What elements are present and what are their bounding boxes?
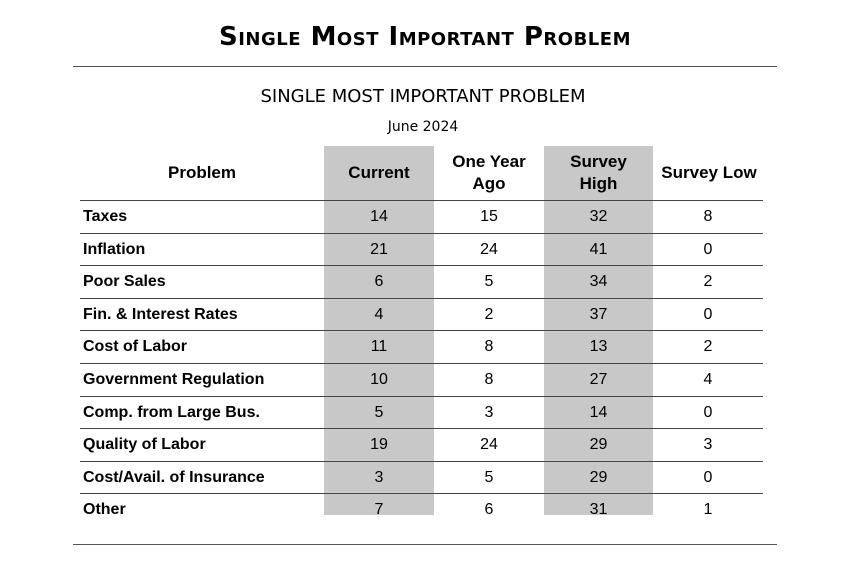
cell-current: 21: [370, 240, 388, 258]
table-row: Fin. & Interest Rates 4 2 37 0: [80, 297, 763, 331]
cell-current: 14: [370, 208, 388, 225]
table-row: Other 7 6 31 1: [80, 493, 763, 526]
cell-high: 32: [589, 208, 608, 225]
cell-ago: 8: [484, 370, 494, 388]
cell-problem: Other: [83, 501, 126, 519]
table-date: June 2024: [387, 119, 459, 135]
cell-problem: Comp. from Large Bus.: [83, 403, 260, 421]
cell-ago: 3: [484, 403, 494, 421]
cell-low: 0: [703, 403, 713, 421]
cell-high: 37: [589, 305, 608, 323]
cell-high: 13: [589, 338, 608, 356]
cell-problem: Inflation: [83, 240, 146, 258]
cell-low: 0: [703, 468, 713, 486]
bottom-divider: [73, 544, 777, 545]
header-survey-low: Survey Low: [661, 163, 757, 182]
cell-low: 2: [703, 338, 713, 356]
cell-ago: 8: [484, 338, 494, 356]
cell-high: 29: [589, 436, 608, 454]
cell-low: 0: [703, 305, 713, 323]
cell-problem: Cost/Avail. of Insurance: [83, 468, 265, 486]
table-row: Quality of Labor 19 24 29 3: [80, 428, 763, 461]
header-problem: Problem: [167, 163, 237, 182]
table-row: Taxes 14 15 32 8: [80, 200, 763, 233]
cell-current: 5: [374, 403, 384, 421]
cell-ago: 5: [484, 273, 494, 291]
page-heading: Single Most Important Problem: [218, 22, 631, 52]
cell-problem: Government Regulation: [83, 370, 265, 388]
cell-current: 10: [370, 370, 388, 388]
cell-current: 19: [370, 436, 388, 454]
header-one-year-ago-line1: One Year: [452, 152, 526, 171]
cell-high: 34: [589, 273, 608, 291]
table-row: Poor Sales 6 5 34 2: [80, 265, 763, 298]
table-row: Cost/Avail. of Insurance 3 5 29 0: [80, 460, 763, 494]
cell-ago: 24: [480, 240, 498, 258]
table-title: SINGLE MOST IMPORTANT PROBLEM: [260, 86, 586, 107]
cell-current: 7: [374, 501, 384, 519]
cell-problem: Fin. & Interest Rates: [83, 305, 238, 323]
cell-high: 31: [589, 501, 608, 519]
table-body: Taxes 14 15 32 8 Inflation 21 24 41 0 Poor Sales 6 5…: [80, 200, 763, 526]
cell-high: 29: [589, 468, 608, 486]
cell-ago: 24: [480, 436, 498, 454]
cell-low: 0: [703, 240, 713, 258]
cell-ago: 2: [484, 305, 494, 323]
top-divider: [73, 66, 777, 67]
cell-ago: 6: [484, 501, 494, 519]
cell-current: 11: [370, 338, 388, 356]
header-one-year-ago-line2: Ago: [472, 174, 506, 193]
header-one-year-ago: One Year Ago: [434, 146, 544, 200]
table-row: Cost of Labor 11 8 13 2: [80, 330, 763, 363]
table-row: Government Regulation 10 8 27 4: [80, 362, 763, 396]
header-current: Current: [348, 163, 410, 182]
cell-high: 41: [589, 240, 608, 258]
cell-current: 3: [374, 468, 384, 486]
cell-current: 6: [374, 273, 384, 291]
cell-high: 14: [589, 403, 608, 421]
table-row: Inflation 21 24 41 0: [80, 232, 763, 266]
cell-problem: Poor Sales: [83, 273, 166, 291]
cell-high: 27: [589, 370, 608, 388]
cell-low: 3: [703, 436, 713, 454]
cell-problem: Quality of Labor: [83, 436, 206, 454]
header-survey-high: Survey High: [544, 146, 653, 200]
cell-low: 4: [703, 370, 713, 388]
cell-current: 4: [374, 305, 384, 323]
table-row: Comp. from Large Bus. 5 3 14 0: [80, 395, 763, 429]
header-survey-high-line1: Survey: [570, 152, 627, 171]
cell-problem: Cost of Labor: [83, 338, 187, 356]
header-survey-high-line2: High: [579, 174, 618, 193]
table-header: Problem Current One Year Ago Survey High S…: [80, 146, 765, 200]
cell-low: 8: [703, 208, 713, 225]
cell-ago: 5: [484, 468, 494, 486]
cell-low: 2: [703, 273, 713, 291]
cell-low: 1: [703, 501, 713, 519]
cell-ago: 15: [480, 208, 498, 225]
cell-problem: Taxes: [83, 208, 128, 225]
